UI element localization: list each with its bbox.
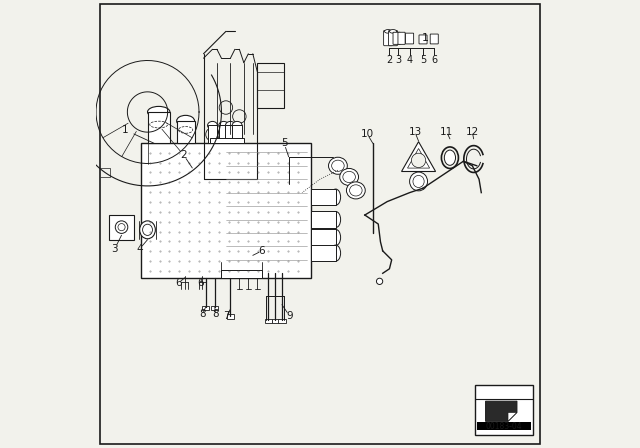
Ellipse shape	[118, 224, 125, 231]
Text: 6: 6	[197, 278, 204, 288]
Text: 4: 4	[406, 55, 413, 65]
Bar	[475, 385, 532, 435]
Text: 00183-04: 00183-04	[485, 422, 522, 431]
Text: 2: 2	[180, 150, 187, 159]
Ellipse shape	[349, 185, 362, 196]
Ellipse shape	[331, 211, 340, 228]
Bar	[225, 125, 236, 143]
Ellipse shape	[410, 172, 428, 191]
Polygon shape	[408, 149, 429, 168]
Circle shape	[376, 278, 383, 284]
Bar	[211, 306, 218, 310]
Bar	[73, 133, 83, 142]
Text: 6: 6	[431, 55, 437, 65]
Text: 6: 6	[175, 278, 182, 288]
Text: 5: 5	[420, 55, 426, 65]
Bar	[311, 229, 336, 246]
Text: 3: 3	[396, 55, 401, 65]
Text: 8: 8	[199, 309, 206, 319]
Ellipse shape	[331, 189, 340, 205]
Ellipse shape	[232, 121, 242, 129]
Ellipse shape	[331, 245, 340, 261]
Bar	[207, 125, 218, 143]
Ellipse shape	[143, 224, 152, 236]
Text: 6: 6	[259, 246, 265, 256]
Bar	[227, 314, 234, 319]
Text: 4: 4	[136, 244, 143, 254]
Bar	[278, 319, 285, 323]
Bar	[210, 138, 244, 143]
Bar	[232, 125, 242, 143]
Bar	[202, 306, 209, 310]
Bar	[184, 168, 195, 177]
Ellipse shape	[177, 116, 195, 127]
FancyBboxPatch shape	[430, 34, 438, 44]
Circle shape	[219, 101, 233, 114]
Text: 11: 11	[440, 127, 453, 137]
Text: 7: 7	[223, 311, 230, 321]
FancyBboxPatch shape	[419, 35, 427, 44]
Bar	[177, 121, 195, 143]
Bar	[477, 422, 531, 430]
Circle shape	[206, 128, 220, 141]
FancyBboxPatch shape	[393, 32, 400, 44]
Circle shape	[412, 153, 426, 168]
Ellipse shape	[385, 30, 392, 33]
Polygon shape	[486, 401, 517, 421]
Text: 1: 1	[122, 125, 129, 135]
Bar	[311, 245, 336, 261]
Ellipse shape	[331, 229, 340, 246]
Ellipse shape	[328, 157, 348, 174]
Bar	[141, 143, 311, 278]
Bar	[271, 319, 279, 323]
Ellipse shape	[346, 182, 365, 199]
Text: 1: 1	[422, 33, 429, 43]
FancyBboxPatch shape	[406, 33, 413, 44]
Bar	[100, 168, 111, 177]
Ellipse shape	[140, 221, 156, 239]
Bar	[257, 63, 284, 108]
Text: 10: 10	[361, 129, 374, 139]
Text: 2: 2	[387, 55, 392, 65]
Ellipse shape	[115, 221, 128, 233]
Text: 12: 12	[466, 127, 479, 137]
Bar	[109, 215, 134, 240]
Bar	[265, 319, 272, 323]
Bar	[311, 189, 336, 205]
Text: 5: 5	[281, 138, 287, 148]
Bar	[221, 270, 262, 278]
FancyBboxPatch shape	[398, 32, 405, 44]
Polygon shape	[508, 412, 517, 421]
FancyBboxPatch shape	[388, 30, 397, 46]
Ellipse shape	[207, 121, 218, 129]
Text: 8: 8	[212, 309, 219, 319]
Ellipse shape	[225, 121, 236, 129]
Text: 3: 3	[111, 244, 118, 254]
Polygon shape	[401, 142, 436, 172]
Ellipse shape	[444, 150, 456, 165]
Text: 9: 9	[286, 311, 293, 321]
Circle shape	[233, 110, 246, 123]
Ellipse shape	[219, 121, 228, 129]
Ellipse shape	[343, 172, 355, 183]
Bar	[142, 181, 153, 190]
FancyBboxPatch shape	[383, 30, 392, 46]
Ellipse shape	[148, 107, 170, 118]
Bar	[219, 125, 228, 143]
Bar	[311, 211, 336, 228]
Bar	[148, 112, 170, 143]
Ellipse shape	[413, 176, 424, 188]
Text: 13: 13	[408, 127, 422, 137]
Bar	[212, 133, 222, 142]
Ellipse shape	[332, 160, 344, 172]
Ellipse shape	[340, 168, 358, 185]
Ellipse shape	[389, 30, 397, 33]
